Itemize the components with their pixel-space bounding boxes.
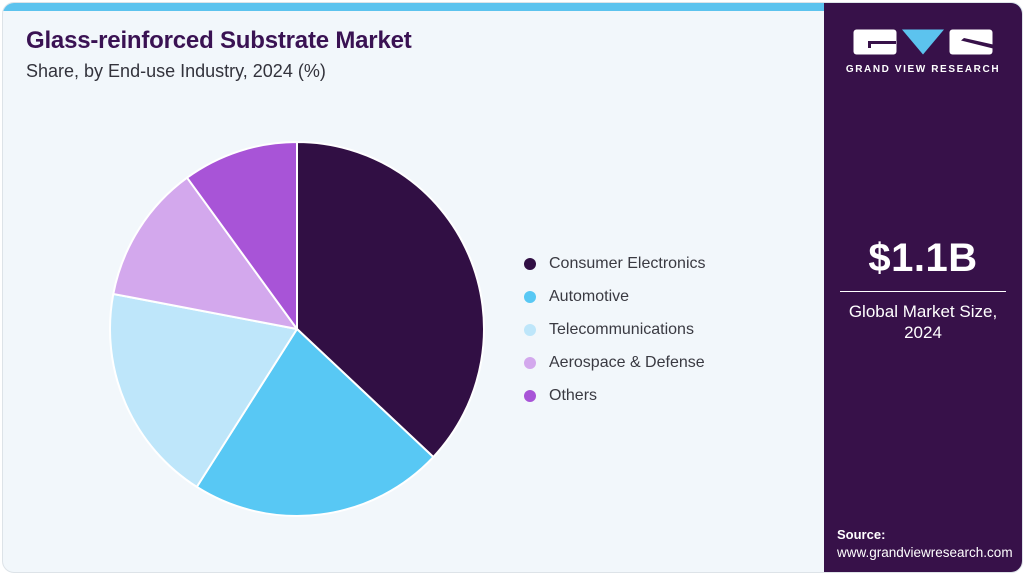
legend-label: Aerospace & Defense: [549, 354, 705, 371]
divider: [840, 291, 1006, 292]
pie-chart-svg: [109, 141, 485, 517]
legend-dot-icon: [524, 390, 536, 402]
legend-label: Others: [549, 387, 598, 404]
source-block: Source: www.grandviewresearch.com: [837, 527, 1013, 560]
gvr-logo-icon: [853, 29, 993, 55]
top-accent-strip: [3, 3, 1022, 11]
page-title: Glass-reinforced Substrate Market: [26, 27, 412, 54]
legend-item: Others: [524, 385, 706, 407]
legend-item: Telecommunications: [524, 319, 706, 341]
brand-sidebar: GRAND VIEW RESEARCH $1.1B Global Market …: [824, 3, 1022, 572]
chart-header: Glass-reinforced Substrate Market Share,…: [26, 27, 412, 82]
pie-chart: [107, 139, 487, 519]
legend-item: Aerospace & Defense: [524, 352, 706, 374]
source-label: Source:: [837, 527, 886, 542]
source-url-link[interactable]: www.grandviewresearch.com: [837, 545, 1013, 560]
pie-slice-automotive: [195, 328, 435, 517]
page-subtitle: Share, by End-use Industry, 2024 (%): [26, 61, 326, 81]
legend-dot-icon: [524, 324, 536, 336]
market-size-caption: Global Market Size, 2024: [848, 302, 998, 343]
pie-slice-others: [186, 141, 298, 330]
pie-slice-aerospace-defense: [112, 176, 298, 330]
market-size-block: $1.1B Global Market Size, 2024: [824, 236, 1022, 344]
legend-dot-icon: [524, 357, 536, 369]
grand-view-research-logo: GRAND VIEW RESEARCH: [824, 29, 1022, 75]
legend-dot-icon: [524, 258, 536, 270]
legend-label: Telecommunications: [549, 321, 694, 338]
legend-item: Automotive: [524, 286, 706, 308]
legend-dot-icon: [524, 291, 536, 303]
brand-wordmark: GRAND VIEW RESEARCH: [845, 64, 1001, 75]
legend-item: Consumer Electronics: [524, 253, 706, 275]
legend-label: Automotive: [549, 288, 630, 305]
legend-label: Consumer Electronics: [549, 255, 706, 272]
chart-legend: Consumer Electronics Automotive Telecommun…: [524, 253, 706, 407]
market-size-value: $1.1B: [868, 236, 978, 280]
pie-slice-telecommunications: [109, 292, 298, 488]
pie-slice-consumer-electronics: [296, 141, 485, 459]
